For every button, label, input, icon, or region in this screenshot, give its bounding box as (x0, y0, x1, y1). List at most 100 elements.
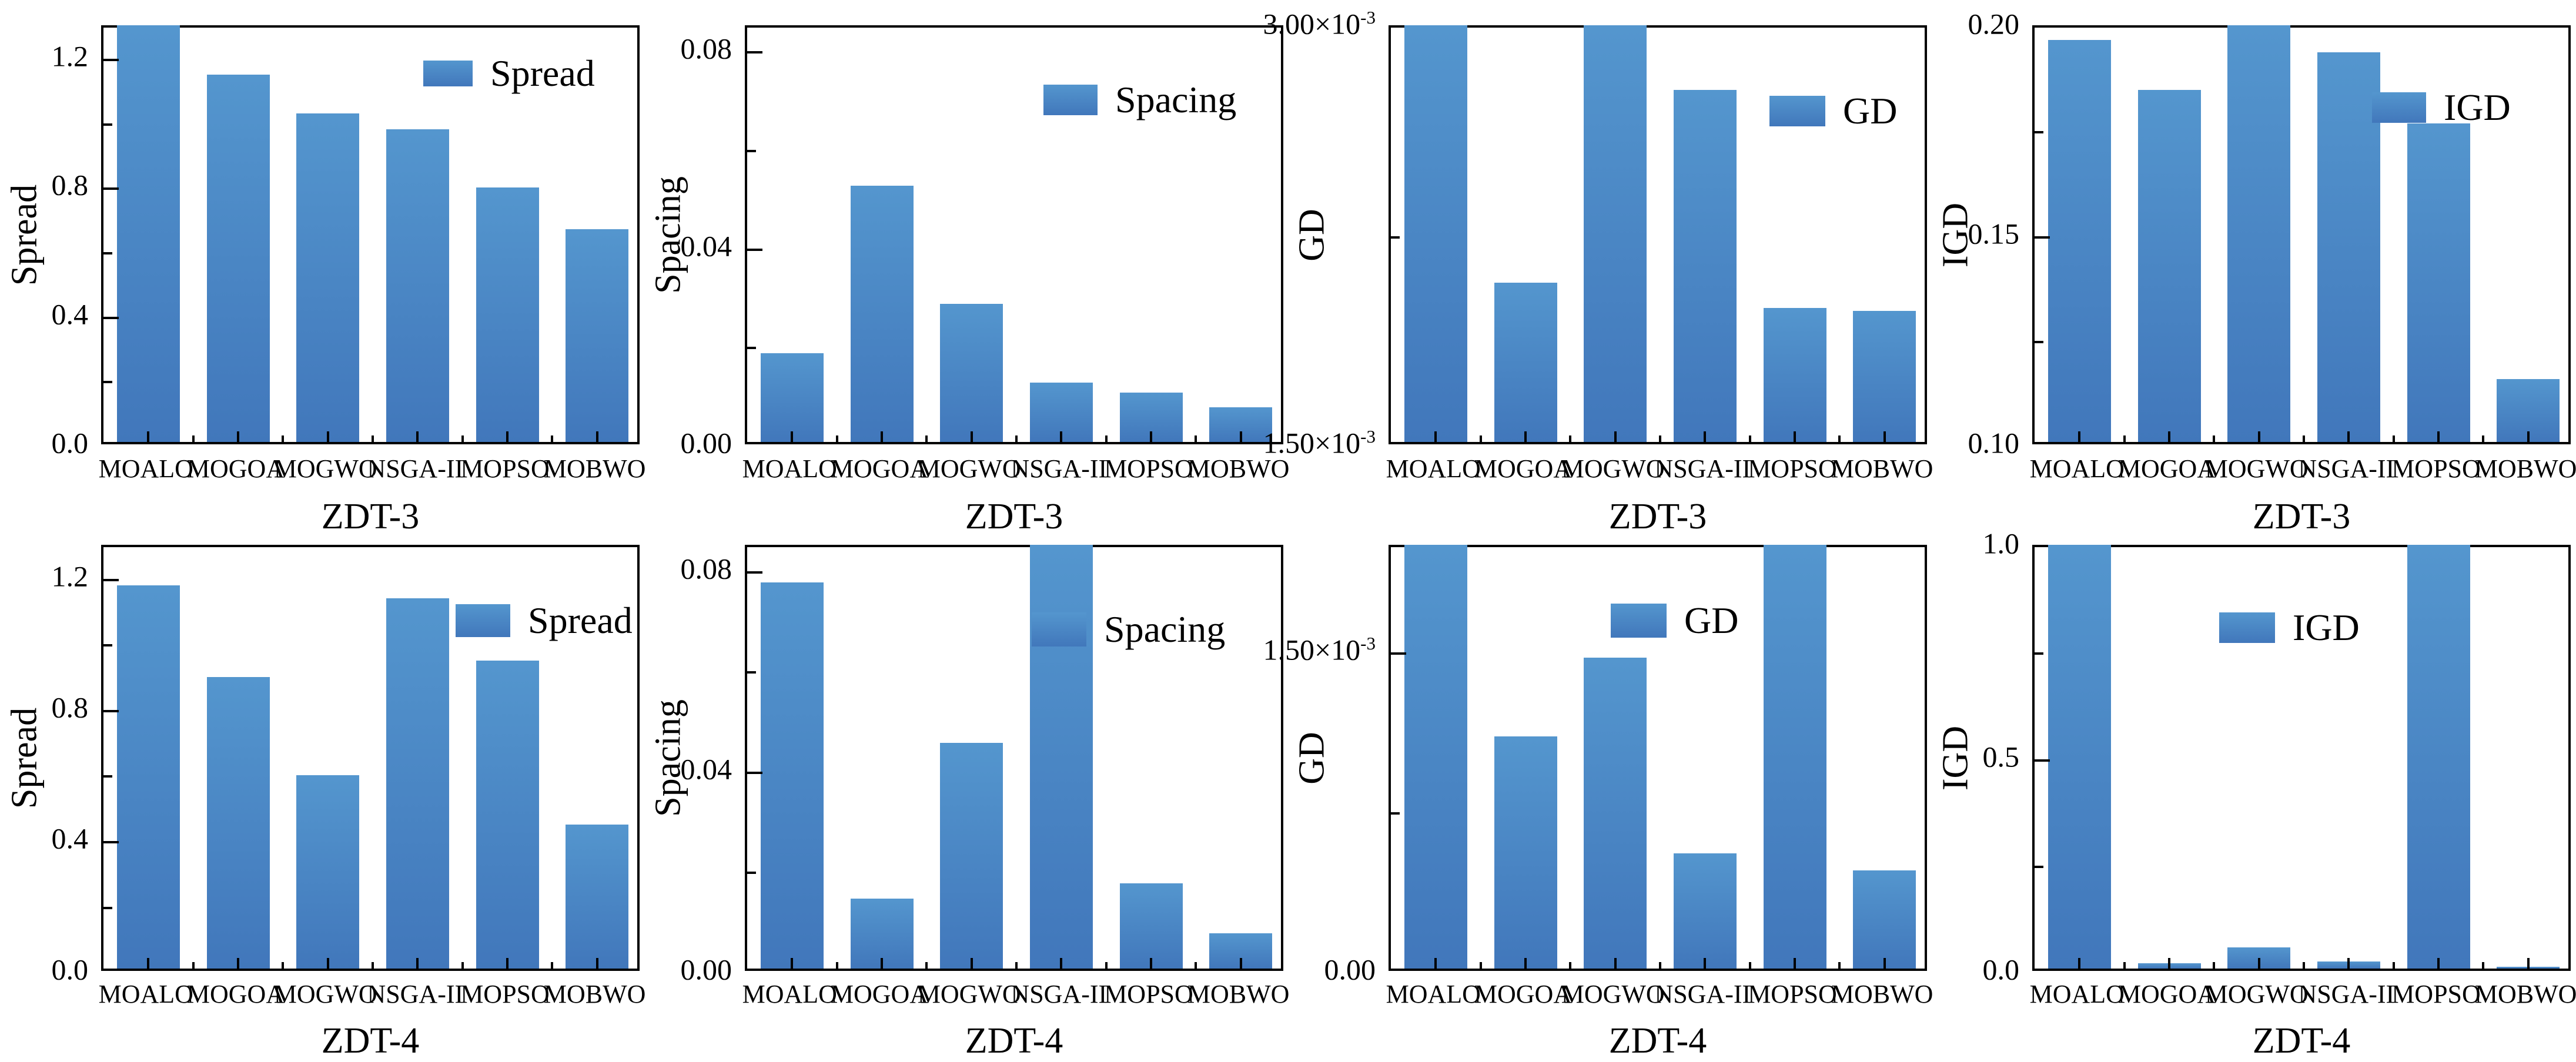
x-minor-tick (2213, 435, 2216, 442)
y-tick-label: 1.2 (51, 39, 89, 73)
legend: IGD (2372, 86, 2511, 129)
y-major-tick (747, 51, 762, 53)
x-major-tick (1704, 958, 1707, 969)
bar-mopso (1763, 307, 1826, 442)
y-tick-label: 0.08 (680, 32, 732, 65)
y-tick-label: 0.10 (1968, 426, 2020, 460)
x-category-label: MOGOA (2117, 454, 2216, 483)
exponent: -3 (1360, 7, 1376, 28)
y-axis-title: IGD (1935, 725, 1976, 790)
y-tick-label: 3.00×10-3 (1263, 7, 1376, 41)
bar-mogwo (296, 113, 360, 442)
x-major-tick (416, 431, 419, 442)
bar-mogoa (206, 74, 270, 442)
y-tick-label: 0.04 (680, 229, 732, 263)
legend: Spread (423, 52, 595, 95)
chart-spacing-zdt-4: 0.00 0.04 0.08 MOALO MOGOA MOGWO NSGA-II MOPSO M… (644, 531, 1289, 1062)
x-minor-tick (2482, 962, 2485, 969)
x-minor-tick (1659, 435, 1661, 442)
bar-moalo (116, 25, 180, 442)
x-major-tick (506, 958, 508, 969)
x-category-label: MOALO (1386, 454, 1481, 483)
x-major-tick (506, 431, 508, 442)
x-category-label: MOALO (742, 980, 837, 1009)
bar-mopso (476, 660, 539, 969)
x-minor-tick (2392, 435, 2395, 442)
x-minor-tick (192, 962, 195, 969)
x-major-tick (2347, 958, 2350, 969)
y-major-tick (747, 248, 762, 251)
plot-area (745, 545, 1283, 971)
y-tick-label: 0.15 (1968, 217, 2020, 250)
x-major-tick (2347, 431, 2350, 442)
legend: Spacing (1043, 78, 1236, 122)
legend: Spacing (1032, 608, 1225, 651)
x-category-label: MOPSO (1104, 454, 1193, 483)
y-tick-label: 0.4 (51, 822, 89, 855)
legend-swatch (2219, 612, 2275, 643)
bar-moalo (1404, 545, 1467, 969)
x-category-label: MOBWO (2474, 454, 2576, 483)
bar-mopso (2407, 123, 2470, 442)
x-minor-tick (372, 435, 374, 442)
plot-area (2032, 25, 2571, 444)
y-minor-tick (103, 644, 112, 647)
y-tick-label: 1.0 (1982, 527, 2020, 560)
x-minor-tick (461, 962, 464, 969)
legend: Spread (456, 599, 633, 642)
bar-mogoa (206, 676, 270, 969)
bar-mobwo (566, 229, 629, 442)
x-category-label: NSGA-II (1654, 454, 1751, 483)
bar-moalo (760, 353, 824, 442)
y-minor-tick (1391, 812, 1400, 815)
chart-igd-zdt-3: 0.10 0.15 0.20 MOALO MOGOA MOGWO NSGA-II MOPSO M… (1931, 0, 2576, 537)
x-category-label: MOGWO (917, 980, 1021, 1009)
bar-mogwo (1584, 25, 1647, 442)
legend-swatch (1032, 612, 1086, 646)
x-axis-title: ZDT-3 (321, 497, 420, 537)
x-category-label: MOGWO (1561, 980, 1665, 1009)
x-minor-tick (282, 962, 285, 969)
y-minor-tick (2035, 131, 2043, 134)
y-major-tick (103, 840, 119, 843)
x-minor-tick (1479, 962, 1482, 969)
legend: IGD (2219, 606, 2360, 649)
chart-spread-zdt-4: 0.0 0.4 0.8 1.2 MOALO MOGOA MOGWO NSGA-II MOPSO M… (0, 531, 645, 1062)
x-axis-title: ZDT-3 (965, 497, 1063, 537)
y-minor-tick (2035, 652, 2043, 655)
x-major-tick (596, 431, 598, 442)
legend-label: Spacing (1104, 608, 1226, 650)
bar-nsga-ii (1673, 90, 1737, 442)
y-major-tick (747, 771, 762, 774)
x-category-label: MOPSO (2391, 980, 2481, 1009)
x-axis-title: ZDT-4 (965, 1021, 1063, 1061)
x-category-label: MOALO (98, 454, 193, 483)
x-category-label: MOGWO (2204, 980, 2309, 1009)
x-major-tick (2257, 958, 2260, 969)
x-major-tick (881, 431, 883, 442)
bar-mobwo (1853, 310, 1916, 442)
x-major-tick (416, 958, 419, 969)
legend-swatch (1611, 604, 1667, 638)
x-category-label: MOPSO (460, 980, 550, 1009)
exponent: -3 (1360, 633, 1376, 654)
x-major-tick (1614, 958, 1617, 969)
bar-mogwo (940, 743, 1003, 969)
x-major-tick (1434, 431, 1437, 442)
y-axis-title: IGD (1935, 202, 1976, 267)
legend-swatch (456, 604, 510, 637)
y-major-tick (747, 571, 762, 574)
bar-mobwo (566, 824, 629, 969)
x-major-tick (970, 958, 973, 969)
y-tick-label: 0.8 (51, 168, 89, 202)
legend-swatch (1769, 96, 1825, 126)
y-tick-label: 0.20 (1968, 7, 2020, 41)
x-minor-tick (1105, 435, 1108, 442)
x-axis-title: ZDT-3 (2252, 497, 2351, 537)
legend: GD (1611, 599, 1738, 642)
x-category-label: NSGA-II (1011, 980, 1108, 1009)
y-tick-label: 0.5 (1982, 740, 2020, 773)
x-major-tick (1239, 958, 1242, 969)
x-minor-tick (1015, 962, 1018, 969)
y-tick-label: 0.0 (51, 953, 89, 986)
